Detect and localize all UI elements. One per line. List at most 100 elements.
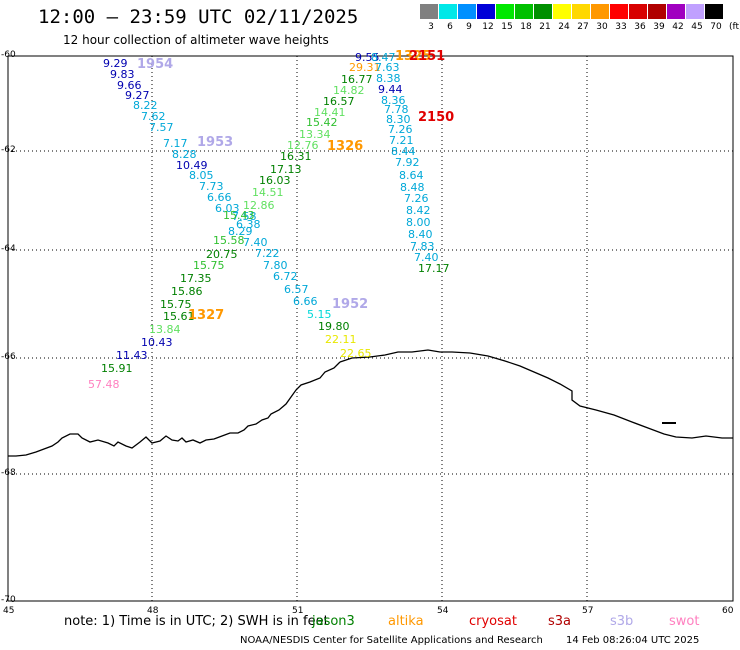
wave-height-label: 8.22 [133,99,158,112]
wave-height-label: 8.40 [408,228,433,241]
wave-height-label: 8.48 [400,181,425,194]
wave-height-label: 12.86 [243,199,275,212]
pass-time-label: 1953 [197,135,234,150]
wave-height-label: 9.44 [378,83,403,96]
longitude-label: 48 [147,606,159,616]
wave-height-label: 16.31 [280,150,312,163]
wave-height-label: 7.40 [414,251,439,264]
wave-height-label: 57.48 [88,378,120,391]
wave-height-label: 10.49 [176,159,208,172]
scale-label: 12 [482,22,494,32]
scale-label: 30 [596,22,608,32]
scale-unit: (ft) [729,22,740,32]
scale-label: 27 [577,22,589,32]
longitude-label: 45 [3,606,15,616]
wave-height-label: 8.28 [172,148,197,161]
wave-height-label: 7.78 [384,103,409,116]
map-frame [7,55,734,602]
latitude-label: -68 [1,468,16,478]
wave-height-label: 6.57 [284,283,309,296]
scale-swatch [439,4,457,19]
scale-swatch [686,4,704,19]
wave-height-label: 15.42 [306,116,338,129]
wave-height-label: 14.41 [314,106,346,119]
wave-height-label: 6.66 [293,295,318,308]
wave-height-label: 6.72 [273,270,298,283]
wave-height-label: 7.26 [388,123,413,136]
scale-swatch [534,4,552,19]
wave-height-label: 8.64 [399,169,424,182]
longitude-label: 60 [722,606,734,616]
scale-swatch [667,4,685,19]
scale-label: 39 [653,22,665,32]
scale-label: 6 [447,22,453,32]
wave-height-label: 7.40 [243,236,268,249]
wave-height-label: 7.92 [395,156,420,169]
pass-time-label: 2151 [409,49,446,64]
latitude-label: -70 [1,595,16,605]
wave-height-label: 8.44 [391,145,416,158]
wave-height-label: 15.43 [223,209,255,222]
scale-swatch [705,4,723,19]
wave-height-label: 7.58 [232,210,257,223]
scale-swatch [648,4,666,19]
satellite-legend-item: jason3 [312,614,355,629]
scale-label: 45 [691,22,703,32]
wave-height-label: 17.35 [180,272,212,285]
satellite-legend-item: altika [388,614,424,629]
antarctic-coastline [8,349,733,457]
scale-swatch [553,4,571,19]
wave-height-label: 15.91 [101,362,133,375]
satellite-legend-item: s3b [610,614,634,629]
wave-height-label: 16.77 [341,73,373,86]
wave-height-label: 9.55 [355,51,380,64]
map-title: 12:00 – 23:59 UTC 02/11/2025 [38,6,359,28]
scale-swatch [572,4,590,19]
scale-swatch [591,4,609,19]
latitude-label: -64 [1,244,16,254]
wave-height-label: 8.00 [406,216,431,229]
wave-height-label: 22.11 [325,333,357,346]
scale-label: 33 [615,22,627,32]
wave-height-label: 5.15 [307,308,332,321]
graticule [8,56,733,601]
wave-height-label: 7.26 [404,192,429,205]
longitude-label: 51 [292,606,304,616]
wave-height-label: 8.05 [189,169,214,182]
wave-height-label: 17.13 [270,163,302,176]
wave-height-label: 15.86 [171,285,203,298]
wave-height-label: 10.43 [141,336,173,349]
generated-timestamp: 14 Feb 08:26:04 UTC 2025 [566,635,700,646]
scale-label: 21 [539,22,551,32]
wave-height-label: 20.75 [206,248,238,261]
latitude-label: -60 [1,50,16,60]
wave-height-label: 19.80 [318,320,350,333]
satellite-legend-item: s3a [548,614,572,629]
wave-height-label: 14.82 [333,84,365,97]
wave-height-label: 8.47 [371,51,396,64]
wave-height-label: 17.17 [418,262,450,275]
credit-line: NOAA/NESDIS Center for Satellite Applica… [240,635,543,646]
scale-swatch [477,4,495,19]
wave-height-label: 7.17 [163,137,188,150]
wave-height-label: 9.27 [125,89,150,102]
wave-height-label: 6.03 [215,202,240,215]
scale-label: 3 [428,22,434,32]
legend-note: note: 1) Time is in UTC; 2) SWH is in fe… [64,614,329,629]
wave-height-label: 7.21 [389,134,414,147]
scale-swatch [515,4,533,19]
scale-swatch [420,4,438,19]
wave-height-label: 29.31 [349,61,381,74]
pass-time-label: 1326 [327,139,364,154]
wave-height-label: 15.75 [160,298,192,311]
scale-label: 24 [558,22,570,32]
wave-height-label: 7.22 [255,247,280,260]
pass-time-label: 1952 [332,297,369,312]
wave-height-label: 8.36 [381,94,406,107]
wave-height-label: 6.38 [236,218,261,231]
wave-height-label: 9.66 [117,79,142,92]
wave-height-label: 7.80 [263,259,288,272]
wave-height-label: 9.83 [110,68,135,81]
wave-height-label: 7.83 [410,240,435,253]
